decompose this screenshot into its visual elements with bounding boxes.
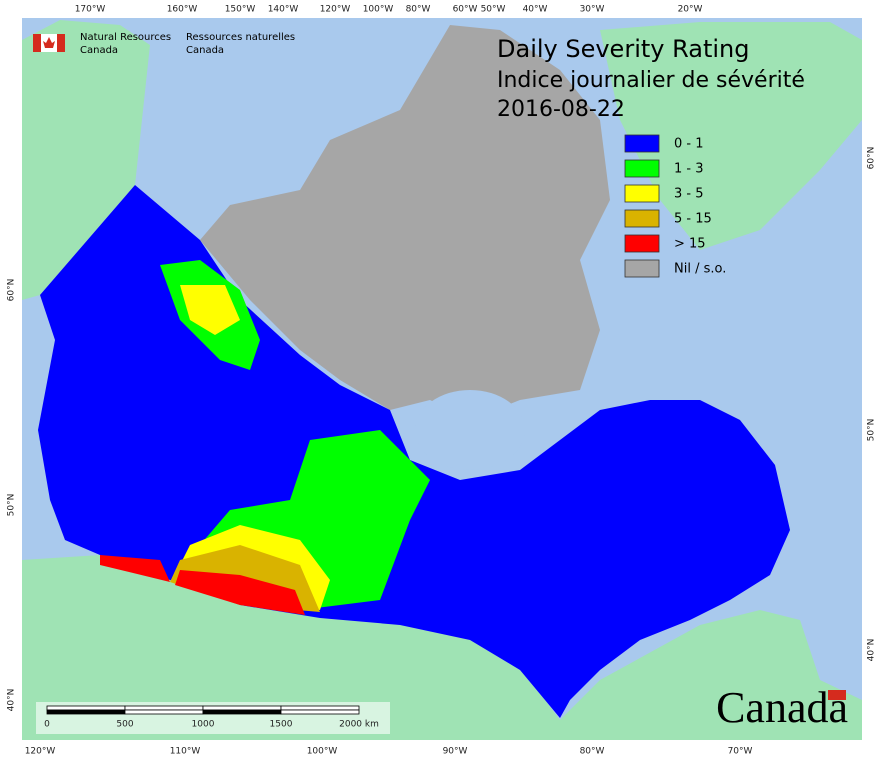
fire-zone	[100, 555, 170, 582]
scale-segment	[202, 709, 282, 715]
legend-label: 3 - 5	[674, 187, 704, 202]
graticule-label: 60°W	[453, 5, 478, 15]
scale-segment	[124, 709, 204, 715]
agency: Natural Resources Canada Ressources natu…	[33, 32, 295, 56]
flag	[57, 34, 65, 52]
graticule-label: 120°W	[320, 5, 351, 15]
graticule-label: 70°W	[728, 747, 753, 757]
legend-label: 0 - 1	[674, 137, 704, 152]
arctic	[200, 25, 610, 420]
agency-en: Canada	[80, 45, 118, 56]
graticule-label: 100°W	[307, 747, 338, 757]
graticule-label: 30°W	[580, 5, 605, 15]
graticule-label: 110°W	[170, 747, 201, 757]
graticule-label: 40°N	[867, 639, 877, 662]
maple-leaf	[43, 37, 55, 48]
scale-segment	[46, 709, 126, 715]
graticule-label: 80°W	[406, 5, 431, 15]
graticule-label: 120°W	[25, 747, 56, 757]
legend-label: > 15	[674, 237, 706, 252]
graticule-label: 50°N	[7, 494, 17, 517]
graticule-label: 40°W	[523, 5, 548, 15]
graticule-label: 40°N	[7, 689, 17, 712]
graticule-label: 90°W	[443, 747, 468, 757]
fire-zone	[180, 285, 240, 335]
legend: 0 - 1 1 - 3 3 - 5 5 - 15 > 15 Nil / s.o.	[624, 134, 726, 278]
usa	[22, 555, 862, 740]
date: 2016-08-22	[497, 97, 625, 122]
scale-bar: 0 500 1000 1500 2000 km	[36, 702, 390, 734]
legend-swatch	[624, 159, 660, 178]
agency-fr: Canada	[186, 45, 224, 56]
graticule-label: 140°W	[268, 5, 299, 15]
graticule-label: 50°W	[481, 5, 506, 15]
graticule-label: 50°N	[867, 419, 877, 442]
agency-en: Natural Resources	[80, 32, 171, 43]
legend-label: 5 - 15	[674, 212, 712, 227]
legend-swatch	[624, 259, 660, 278]
legend-swatch	[624, 184, 660, 203]
alaska	[22, 20, 150, 300]
scale-label: 1000	[192, 720, 215, 730]
wordmark: Canada	[716, 683, 848, 732]
greenland	[600, 22, 862, 250]
scale-label: 0	[44, 720, 50, 730]
scale-segment	[46, 705, 126, 711]
scale-segment	[124, 705, 204, 711]
scale-segment	[202, 705, 282, 711]
graticule-label: 160°W	[167, 5, 198, 15]
scale-label: 1500	[270, 720, 293, 730]
graticule-label: 170°W	[75, 5, 106, 15]
land	[22, 20, 862, 740]
legend-swatch	[624, 209, 660, 228]
graticule: 170°W 160°W 150°W 140°W 120°W 100°W 80°W 60°W 50…	[7, 5, 877, 757]
subtitle: Indice journalier de sévérité	[497, 68, 805, 93]
flag	[33, 34, 41, 52]
graticule-label: 150°W	[225, 5, 256, 15]
agency-fr: Ressources naturelles	[186, 32, 295, 43]
scale-segment	[280, 705, 360, 711]
legend-swatch	[624, 134, 660, 153]
legend-label: 1 - 3	[674, 162, 704, 177]
legend-label: Nil / s.o.	[674, 262, 726, 277]
scale-label: 500	[116, 720, 133, 730]
wordmark-flag	[828, 690, 846, 700]
graticule-label: 20°W	[678, 5, 703, 15]
graticule-label: 80°W	[580, 747, 605, 757]
graticule-label: 100°W	[363, 5, 394, 15]
graticule-label: 60°N	[867, 147, 877, 170]
scale-segment	[280, 709, 360, 715]
title: Daily Severity Rating	[497, 35, 749, 63]
graticule-label: 60°N	[7, 279, 17, 302]
legend-swatch	[624, 234, 660, 253]
fire-zone	[175, 570, 305, 615]
hudson-bay	[415, 390, 525, 470]
scale-label: 2000 km	[339, 720, 379, 730]
